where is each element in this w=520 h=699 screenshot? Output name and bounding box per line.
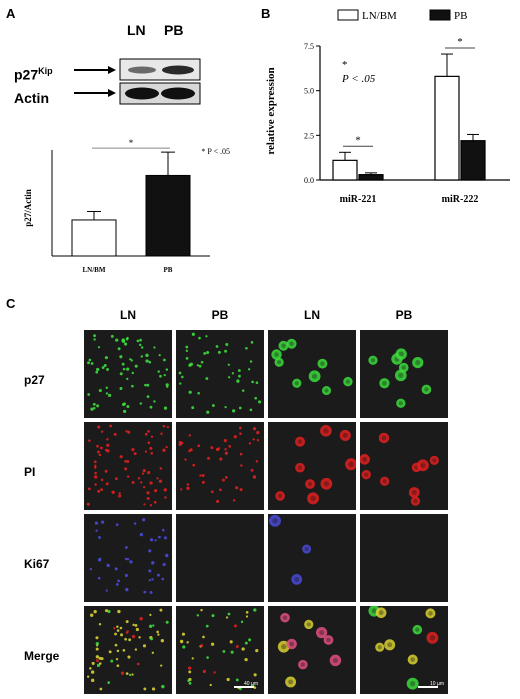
blot-row-label-p27-sup: Kip xyxy=(38,66,53,76)
chart-a-xtick-0: LN/BM xyxy=(83,266,106,274)
micro-col-label-1: LN xyxy=(120,308,136,322)
chart-b-ylabel: relative expression xyxy=(265,67,277,154)
chart-b-xtick-0: miR-221 xyxy=(340,194,377,205)
micro-row-label-p27: p27 xyxy=(24,373,45,387)
chart-b-bar-1-1 xyxy=(460,140,486,181)
chart-b-legend-label-0: LN/BM xyxy=(362,10,397,22)
micrograph-merge-4 xyxy=(360,606,448,694)
micro-col-label-3: LN xyxy=(304,308,320,322)
blot-band-p27-ln xyxy=(128,66,156,74)
scale-bar-label-40: 40 µm xyxy=(244,681,258,687)
chart-b-bar-0-1 xyxy=(434,75,460,181)
chart-b-legend-swatch-1 xyxy=(429,9,451,21)
panel-a-letter: A xyxy=(6,6,16,21)
blot-row-label-p27: p27Kip xyxy=(14,66,53,83)
chart-b-sig-star-0: * xyxy=(355,134,361,146)
blot-row-label-actin: Actin xyxy=(14,90,49,106)
micrograph-ki67-3 xyxy=(268,514,356,602)
chart-a-p-note: * P < .05 xyxy=(201,147,230,156)
micrograph-pi-1 xyxy=(84,422,172,510)
chart-b: 0.0 2.5 5.0 7.5 LN/BM PB miR-221 * miR-222 * rela… xyxy=(265,9,510,205)
micrograph-p27-3 xyxy=(268,330,356,418)
micrograph-pi-4 xyxy=(360,422,448,510)
micro-row-label-merge: Merge xyxy=(24,649,60,663)
blot-col-label-pb: PB xyxy=(164,22,184,38)
chart-a-bar-1 xyxy=(145,174,191,257)
chart-b-bar-0-0 xyxy=(332,159,358,181)
chart-b-note-p: P < .05 xyxy=(341,73,376,85)
chart-b-ytick-2: 5.0 xyxy=(304,87,314,96)
chart-b-ytick-0: 0.0 xyxy=(304,176,314,185)
chart-b-ytick-1: 2.5 xyxy=(304,131,314,140)
blot-row-label-p27-main: p27 xyxy=(14,66,39,83)
chart-b-bar-1-0 xyxy=(358,174,384,181)
scale-bar-3 xyxy=(418,686,438,688)
chart-a-plot: LN/BM PB * xyxy=(51,138,210,274)
chart-b-note-star: * xyxy=(342,59,348,71)
chart-b-xtick-1: miR-222 xyxy=(442,194,479,205)
micro-row-label-pi: PI xyxy=(24,465,36,479)
micrograph-p27-4 xyxy=(360,330,448,418)
chart-b-legend-label-1: PB xyxy=(454,10,467,22)
western-blot xyxy=(74,58,201,105)
blot-strip-p27 xyxy=(119,58,201,81)
micrograph-pi-2 xyxy=(176,422,264,510)
micrograph-ki67-4 xyxy=(360,514,448,602)
micro-row-label-ki67: Ki67 xyxy=(24,557,50,571)
chart-a-xtick-1: PB xyxy=(164,266,173,274)
blot-band-actin-pb xyxy=(161,87,195,100)
micrograph-merge-2 xyxy=(176,606,264,694)
micrograph-ki67-2 xyxy=(176,514,264,602)
chart-a-ylabel: p27/Actin xyxy=(23,189,33,227)
panel-c-letter: C xyxy=(6,296,16,311)
scale-bar-1 xyxy=(234,686,254,688)
chart-a-bar-0 xyxy=(71,219,117,257)
blot-band-p27-pb xyxy=(162,65,194,75)
micrograph-ki67-1 xyxy=(84,514,172,602)
scale-bar-label-10: 10 µm xyxy=(430,681,444,687)
panel-b-letter: B xyxy=(261,6,271,21)
arrow-p27-head xyxy=(108,66,116,74)
blot-col-label-ln: LN xyxy=(127,22,146,38)
chart-b-legend-swatch-0 xyxy=(337,9,359,21)
micrograph-merge-3 xyxy=(268,606,356,694)
micro-col-label-2: PB xyxy=(211,308,229,322)
chart-b-ytick-3: 7.5 xyxy=(304,42,314,51)
chart-a: LN/BM PB * p27/Actin * P < .05 xyxy=(23,138,230,274)
micrograph-p27-1 xyxy=(84,330,172,418)
micrograph-p27-2 xyxy=(176,330,264,418)
micro-col-label-4: PB xyxy=(395,308,413,322)
chart-a-sig-star: * xyxy=(129,138,134,148)
chart-b-plot: 0.0 2.5 5.0 7.5 LN/BM PB miR-221 * miR-222 * xyxy=(304,9,510,205)
chart-b-sig-star-1: * xyxy=(457,36,463,48)
arrow-actin-head xyxy=(108,89,116,97)
micrograph-pi-3 xyxy=(268,422,356,510)
micrograph-merge-1 xyxy=(84,606,172,694)
blot-band-actin-ln xyxy=(125,87,159,100)
